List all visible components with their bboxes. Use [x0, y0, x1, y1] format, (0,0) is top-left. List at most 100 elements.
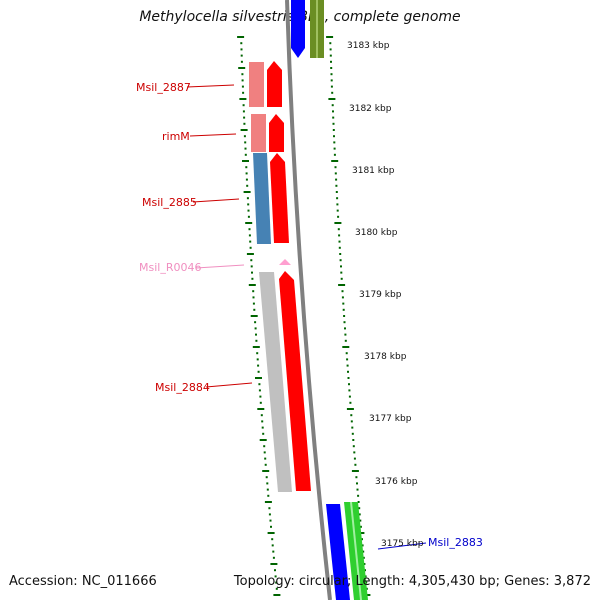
- tick-mark: [344, 333, 347, 336]
- genome-backbone: [285, 0, 332, 600]
- gene-label-msil-2884[interactable]: Msil_2884: [155, 381, 210, 394]
- tick-mark: [250, 265, 253, 268]
- tick-mark: [338, 234, 341, 237]
- tick-mark: [256, 352, 259, 355]
- tick-mark: [329, 48, 332, 51]
- tick-mark: [258, 389, 261, 392]
- tick-mark: [274, 569, 276, 572]
- tick-mark: [351, 470, 359, 472]
- tick-mark: [259, 401, 262, 404]
- tick-mark: [263, 451, 266, 454]
- tick-mark: [259, 439, 267, 441]
- tick-mark: [343, 315, 346, 317]
- pointer-msil-2885: [192, 198, 240, 203]
- tick-mark: [332, 129, 335, 131]
- cog-box-msil-2887[interactable]: [249, 62, 264, 107]
- tick-label-3177: 3177 kbp: [369, 414, 412, 424]
- tick-mark: [240, 54, 243, 57]
- tick-mark: [242, 104, 245, 107]
- tick-label-3180: 3180 kbp: [355, 228, 398, 238]
- tick-label-3175: 3175 kbp: [381, 539, 424, 549]
- tick-mark: [362, 550, 365, 553]
- tick-mark: [243, 122, 246, 125]
- tick-mark: [357, 494, 360, 497]
- gene-label-msil-r0046[interactable]: Msil_R0046: [139, 261, 201, 274]
- tick-mark: [249, 240, 252, 243]
- tick-mark: [356, 482, 358, 485]
- cds-msil-2885[interactable]: [270, 153, 289, 243]
- tick-mark: [241, 79, 244, 82]
- tick-mark: [257, 364, 260, 367]
- tick-mark: [346, 408, 354, 410]
- tick-mark: [267, 532, 275, 534]
- tick-mark: [348, 383, 350, 386]
- tick-mark: [240, 48, 243, 51]
- tick-mark: [244, 147, 247, 150]
- pointer-msil-2883: [377, 542, 427, 550]
- tick-mark: [332, 122, 335, 125]
- tick-mark: [240, 129, 248, 131]
- tick-mark: [336, 203, 339, 206]
- tick-mark: [259, 395, 262, 398]
- tick-mark: [337, 215, 340, 218]
- tick-mark: [252, 346, 260, 348]
- tick-mark: [255, 377, 262, 379]
- tick-mark: [270, 525, 272, 528]
- cds-msil-2887[interactable]: [267, 61, 282, 107]
- tick-mark: [340, 271, 343, 274]
- tick-mark: [256, 358, 259, 361]
- tick-mark: [342, 346, 350, 348]
- tick-mark: [330, 67, 333, 69]
- tick-mark: [270, 563, 278, 565]
- tick-mark: [353, 451, 356, 454]
- gene-label-msil-2887[interactable]: Msil_2887: [136, 81, 191, 94]
- tick-mark: [252, 302, 255, 305]
- tick-mark: [252, 290, 255, 293]
- tick-mark: [261, 420, 264, 423]
- tick-mark: [364, 569, 366, 572]
- tick-mark: [268, 513, 271, 516]
- cds-rimm[interactable]: [269, 114, 284, 152]
- cog-box-msil-2885[interactable]: [253, 153, 271, 244]
- inner-tick-ring: [237, 36, 281, 596]
- cog-box-rimm[interactable]: [251, 114, 266, 152]
- tick-mark: [347, 377, 350, 379]
- tick-mark: [241, 73, 244, 76]
- tick-mark: [275, 581, 278, 584]
- tick-mark: [338, 240, 341, 243]
- tick-mark: [246, 184, 249, 187]
- accession-text: Accession: NC_011666: [9, 574, 157, 589]
- tick-mark: [274, 575, 277, 578]
- tick-mark: [237, 36, 245, 38]
- cog-box-msil-2884[interactable]: [259, 272, 292, 492]
- forward-gene-top-blue[interactable]: [291, 0, 305, 58]
- tick-mark: [262, 432, 265, 435]
- tick-mark: [334, 172, 337, 175]
- tick-mark: [341, 296, 344, 299]
- tick-mark: [346, 364, 349, 367]
- tick-label-3183: 3183 kbp: [347, 41, 390, 51]
- tick-mark: [268, 507, 271, 510]
- tick-mark: [242, 160, 249, 162]
- tick-mark: [339, 259, 342, 262]
- tick-mark: [339, 253, 342, 255]
- tick-mark: [244, 141, 247, 144]
- gene-label-msil-2885[interactable]: Msil_2885: [142, 196, 197, 209]
- tick-mark: [264, 457, 267, 460]
- tick-mark: [362, 556, 365, 559]
- tick-mark: [359, 525, 362, 528]
- tick-mark: [243, 116, 246, 119]
- tick-mark: [252, 296, 255, 299]
- cds-msil-2884[interactable]: [279, 271, 311, 491]
- tick-mark: [351, 426, 354, 429]
- trna-msil-r0046[interactable]: [279, 259, 291, 265]
- tick-mark: [242, 91, 245, 94]
- tick-mark: [332, 110, 334, 113]
- forward-gene-msil-2883[interactable]: [326, 504, 350, 600]
- tick-mark: [330, 60, 332, 63]
- tick-mark: [271, 538, 274, 541]
- reverse-gene-top-olive-hl: [316, 0, 318, 58]
- tick-mark: [275, 587, 278, 590]
- gene-label-rimm[interactable]: rimM: [162, 130, 190, 143]
- gene-label-msil-2883[interactable]: Msil_2883: [428, 536, 483, 549]
